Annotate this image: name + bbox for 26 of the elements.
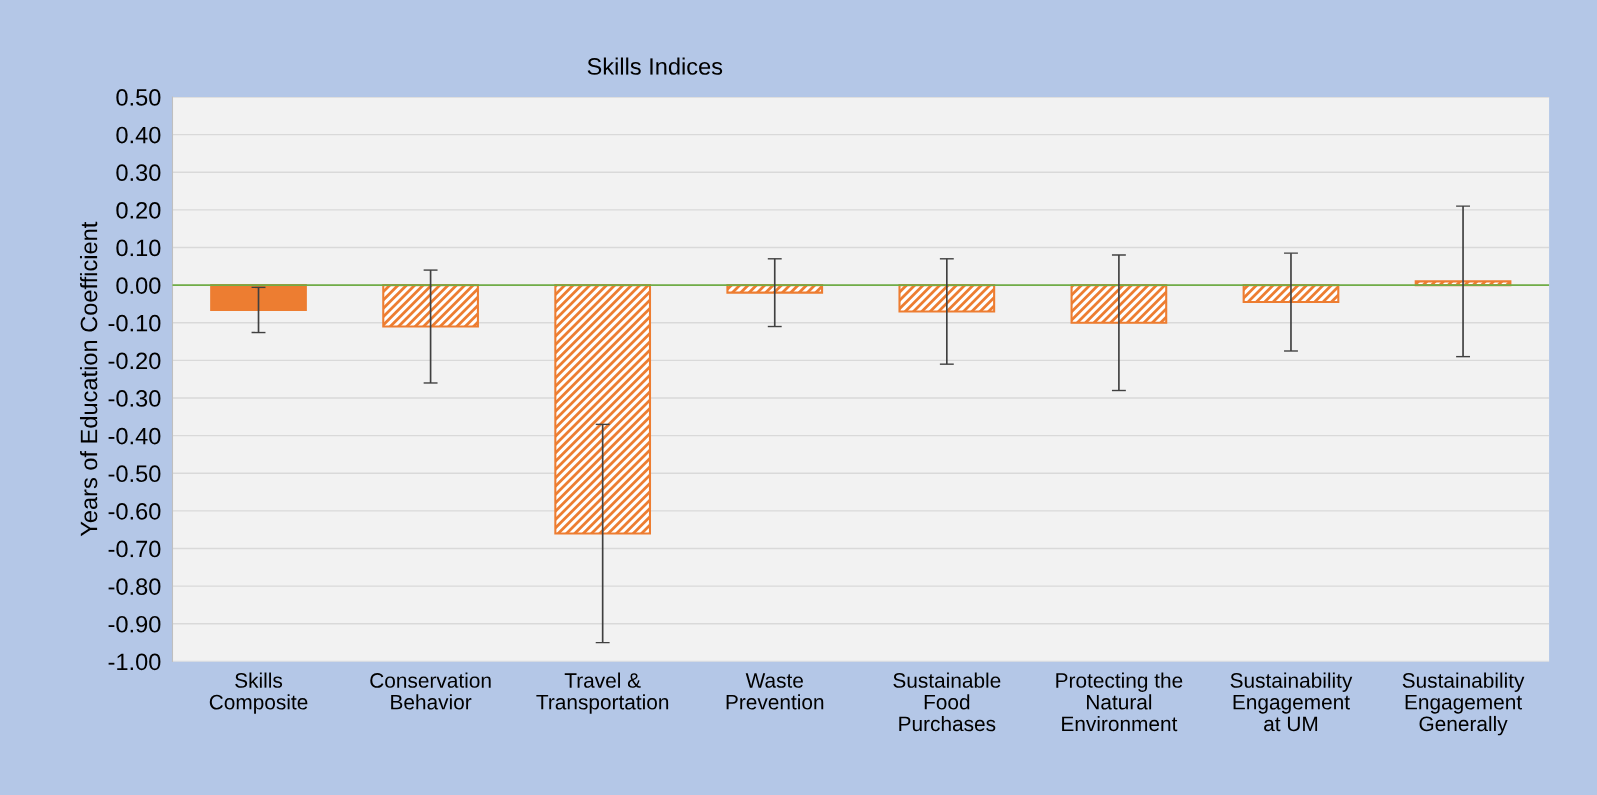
y-tick-label: 0.40 — [116, 126, 161, 144]
x-tick-label: Conservation Behavior — [370, 672, 491, 710]
x-tick-label: Travel & Transportation — [536, 672, 669, 714]
y-tick-label: -0.90 — [108, 615, 161, 633]
y-tick-label: -0.40 — [108, 427, 161, 445]
x-tick-label: Protecting the Natural Environment — [1056, 672, 1183, 732]
y-tick-label: 0.10 — [116, 239, 161, 257]
x-tick-label: Waste Prevention — [726, 673, 824, 710]
y-axis-title: Years of Education Coefficient — [79, 221, 98, 537]
x-tick-label: Sustainable Food Purchases — [893, 672, 1001, 732]
x-tick-label: Sustainability Engagement at UM — [1230, 672, 1353, 732]
y-tick-label: 0.20 — [116, 201, 161, 219]
y-tick-label: 0.00 — [116, 277, 161, 294]
y-tick-label: 0.30 — [116, 164, 161, 182]
y-tick-label: -0.10 — [108, 314, 161, 332]
y-tick-label: -0.50 — [108, 465, 161, 483]
y-tick-label: -0.80 — [108, 578, 161, 595]
x-tick-label: Sustainability Engagement Generally — [1402, 672, 1525, 736]
y-tick-label: -0.60 — [108, 502, 161, 520]
y-tick-label: -1.00 — [108, 653, 161, 671]
y-tick-label: -0.70 — [108, 540, 161, 558]
y-tick-label: -0.30 — [108, 390, 161, 407]
y-tick-label: -0.20 — [108, 352, 161, 370]
chart-title: Skills Indices — [587, 57, 723, 75]
y-tick-label: 0.50 — [116, 89, 161, 106]
x-tick-label: Skills Composite — [209, 672, 308, 714]
